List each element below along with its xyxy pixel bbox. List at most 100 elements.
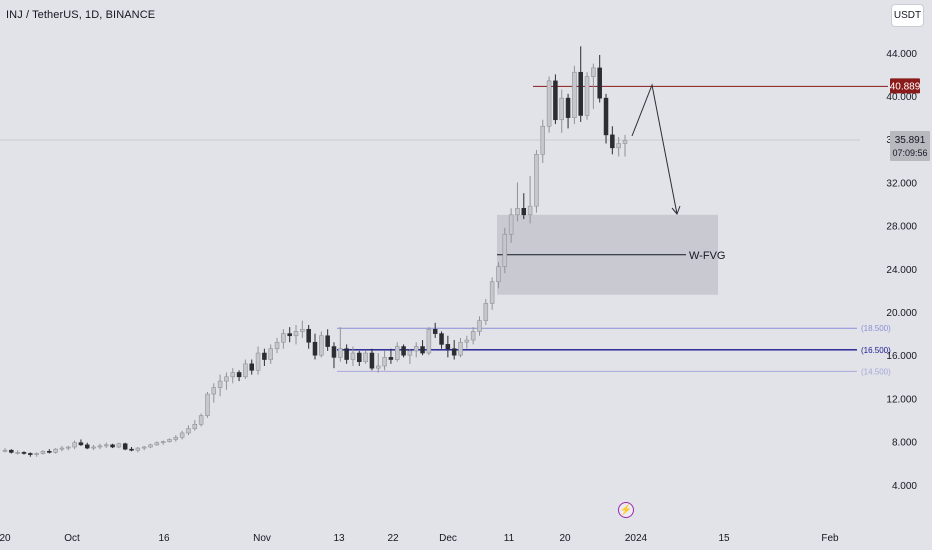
candle-body	[565, 97, 571, 118]
candle-body	[502, 233, 508, 267]
candle-body	[464, 339, 470, 343]
level-line-label: (16.500)	[861, 346, 891, 355]
candle-body	[597, 67, 602, 99]
candle-body	[211, 387, 217, 395]
candle-body	[9, 449, 14, 453]
candle-body	[21, 452, 27, 454]
time-tick-label: 11	[504, 533, 515, 544]
candle-body	[622, 139, 628, 144]
candle-body	[439, 333, 444, 345]
candle-body	[179, 432, 185, 438]
resistance-price-badge	[890, 78, 920, 94]
arrow-head-icon	[671, 205, 681, 215]
candle-body	[572, 71, 577, 118]
projection-drawing[interactable]	[631, 83, 681, 215]
price-tick-label: 12.000	[886, 394, 917, 405]
candle-body	[192, 424, 198, 429]
candle-body	[489, 281, 495, 304]
candle-body	[47, 451, 52, 453]
candle-body	[553, 80, 558, 121]
candle-body	[97, 445, 103, 448]
candle-body	[167, 439, 172, 442]
price-tick-label: 20.000	[886, 308, 917, 319]
candle-body	[40, 451, 46, 454]
candle-body	[401, 346, 406, 356]
resistance-price-text: 40.889	[890, 81, 921, 92]
time-tick-label: 16	[158, 533, 170, 544]
currency-button[interactable]: USDT	[891, 4, 924, 27]
candle-body	[205, 393, 210, 416]
candle-body	[249, 363, 254, 371]
candle-body	[325, 335, 330, 347]
candle-body	[230, 372, 236, 378]
candle-body	[91, 446, 96, 449]
candle-body	[72, 442, 77, 448]
price-tick-label: 40.000	[886, 92, 917, 103]
candle-body	[413, 346, 419, 352]
candle-body	[458, 341, 463, 356]
candle-body	[262, 352, 267, 360]
candle-body	[451, 348, 457, 356]
candle-body	[66, 446, 71, 449]
candle-body	[312, 341, 318, 356]
candle-body	[331, 346, 337, 358]
candle-body	[122, 443, 128, 450]
candle-body	[578, 71, 583, 116]
candle-body	[84, 444, 90, 449]
candle-body	[224, 376, 229, 382]
candle-body	[110, 444, 115, 448]
candle-body	[483, 303, 489, 321]
candle-body	[293, 331, 299, 337]
candle-body	[470, 331, 476, 341]
candle-body	[603, 97, 609, 136]
candle-body	[515, 208, 520, 216]
time-tick-label: 20	[559, 533, 571, 544]
candle-body	[28, 453, 33, 455]
candle-body	[508, 214, 514, 235]
time-tick-label: 15	[718, 533, 730, 544]
candle-body	[173, 436, 179, 440]
candle-body	[496, 266, 501, 283]
time-tick-label: Feb	[821, 533, 839, 544]
candle-body	[186, 428, 191, 434]
bolt-icon[interactable]: ⚡	[618, 502, 634, 518]
candle-body	[129, 448, 134, 451]
candle-body	[281, 333, 286, 343]
candle-body	[540, 125, 546, 155]
time-tick-label: Oct	[64, 533, 80, 544]
candle-body	[160, 441, 166, 443]
price-tick-label: 8.000	[892, 438, 917, 449]
time-tick-label: 13	[333, 533, 345, 544]
candle-body	[255, 352, 261, 371]
candle-body	[363, 352, 368, 362]
candle-body	[148, 444, 153, 448]
candle-body	[2, 449, 8, 452]
candle-body	[319, 335, 324, 356]
projection-line[interactable]	[631, 83, 678, 215]
candle-body	[591, 67, 596, 77]
price-tick-label: 44.000	[886, 49, 917, 60]
candle-body	[616, 143, 621, 149]
time-tick-label: 20	[0, 533, 11, 544]
candle-body	[243, 363, 248, 378]
candle-body	[268, 348, 273, 360]
candle-body	[534, 154, 539, 207]
symbol-title: INJ / TetherUS, 1D, BINANCE	[6, 9, 156, 21]
countdown-text: 07:09:56	[892, 148, 927, 158]
candle-body	[521, 208, 527, 216]
candle-body	[274, 341, 280, 350]
candle-body	[116, 443, 122, 448]
candle-body	[53, 448, 58, 453]
time-tick-label: Dec	[439, 533, 457, 544]
candle-body	[610, 134, 615, 149]
candle-body	[78, 442, 84, 446]
candle-body	[394, 346, 400, 360]
candle-body	[477, 320, 482, 332]
candle-body	[287, 333, 292, 337]
candle-body	[420, 346, 425, 354]
candle-body	[426, 328, 432, 354]
time-tick-label: 22	[387, 533, 399, 544]
